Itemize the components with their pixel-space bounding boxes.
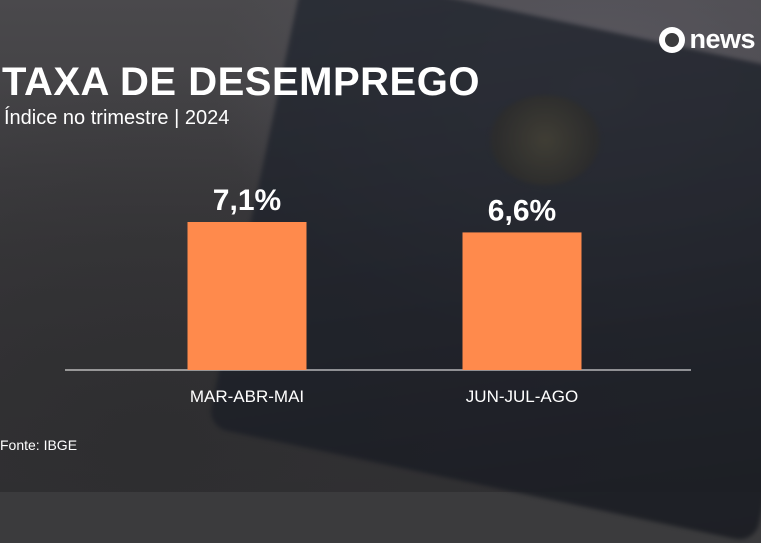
- chart-title: TAXA DE DESEMPREGO: [2, 60, 480, 104]
- source-note: Fonte: IBGE: [0, 437, 78, 453]
- brand-logo-text: news: [689, 24, 755, 54]
- chart-subtitle: Índice no trimestre | 2024: [4, 107, 230, 129]
- bar-chart: 7,1% MAR-ABR-MAI 6,6% JUN-JUL-AGO: [65, 184, 691, 406]
- bar-mar-abr-mai: [187, 222, 307, 370]
- category-label: JUN-JUL-AGO: [466, 387, 578, 406]
- data-label: 6,6%: [488, 194, 556, 227]
- category-label: MAR-ABR-MAI: [190, 387, 304, 406]
- work-card-emblem: [490, 95, 600, 185]
- data-label: 7,1%: [213, 184, 281, 217]
- brand-logo: news: [659, 24, 755, 55]
- bar-jun-jul-ago: [462, 232, 582, 370]
- globo-icon: [659, 26, 686, 53]
